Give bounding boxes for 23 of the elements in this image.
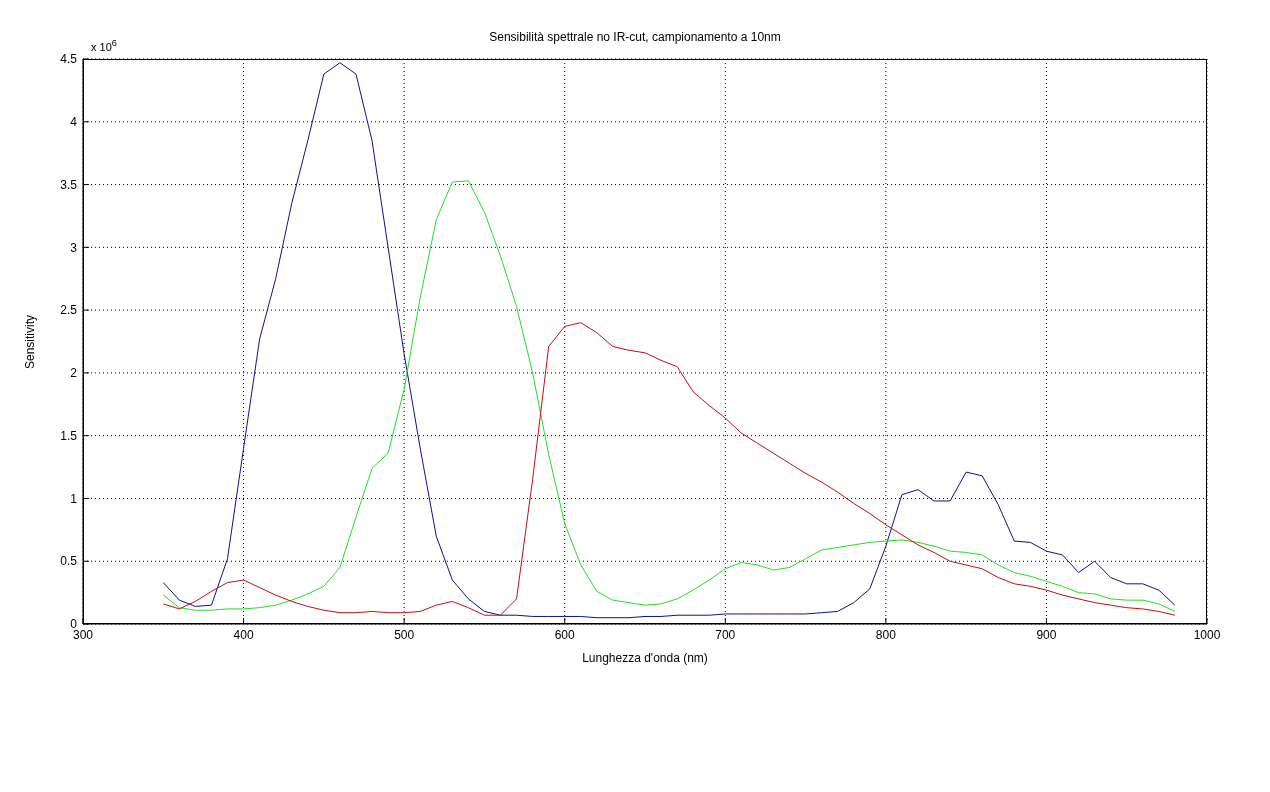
chart-title: Sensibilità spettrale no IR-cut, campionamento a 10nm (489, 30, 781, 44)
line-series (162, 322, 1176, 616)
y-tick-label: 4.5 (60, 52, 78, 67)
x-tick-label: 600 (554, 627, 576, 642)
x-tick-label: 500 (394, 627, 415, 642)
y-tick-label: 2 (70, 366, 78, 381)
y-tick-label: 1.5 (60, 428, 78, 443)
y-tick-label: 4 (70, 115, 78, 130)
y-axis-title: Sensitivity (23, 314, 37, 369)
x-tick-label: 900 (1036, 627, 1057, 642)
y-tick-label: 0.5 (60, 554, 78, 569)
y-tick-label: 1 (70, 491, 78, 506)
x-tick-label: 700 (715, 627, 736, 642)
x-tick-label: 300 (72, 627, 94, 642)
x-tick-label: 1000 (1193, 627, 1221, 642)
y-tick-label: 2.5 (60, 303, 78, 318)
x-tick-label: 800 (875, 627, 897, 642)
text: x 10$^{6}$ (91, 38, 117, 53)
y-tick-label: 3 (70, 240, 78, 255)
y-tick-label: 3.5 (60, 177, 78, 192)
x-tick-label: 400 (233, 627, 254, 642)
line-series (162, 180, 1176, 612)
x-axis-title: Lunghezza d'onda (nm) (582, 651, 708, 665)
